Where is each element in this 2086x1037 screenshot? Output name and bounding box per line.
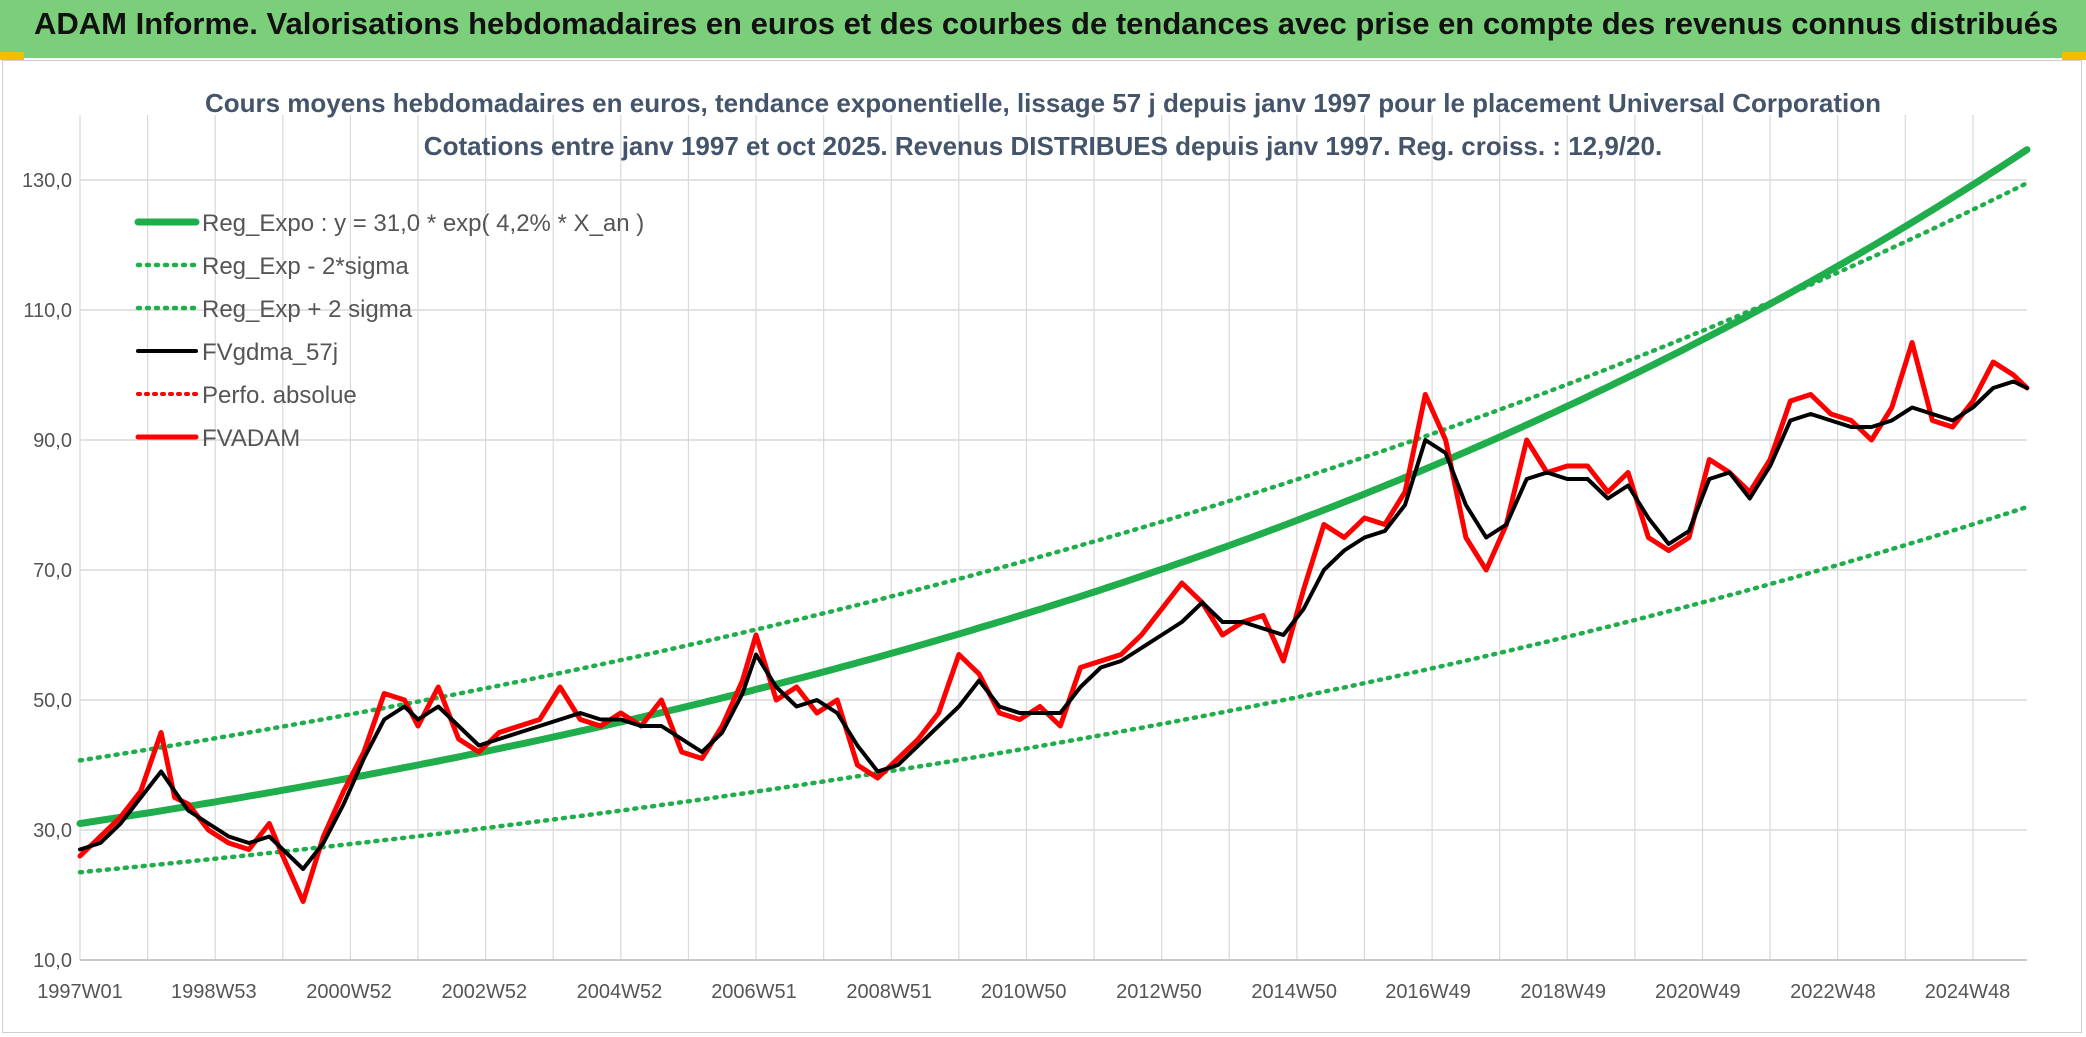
x-tick-label: 2014W50 <box>1251 981 1337 1003</box>
series-line-5 <box>77 340 2030 904</box>
x-tick-label: 2004W52 <box>577 981 663 1003</box>
x-tick-label: 2000W52 <box>306 981 392 1003</box>
x-tick-label: 1997W01 <box>37 981 123 1003</box>
y-tick-label: 90,0 <box>33 430 72 452</box>
x-tick-label: 2006W51 <box>711 981 797 1003</box>
y-tick-label: 130,0 <box>22 170 72 192</box>
series-line-1 <box>77 504 2030 875</box>
y-tick-label: 110,0 <box>23 300 72 322</box>
legend: Reg_Expo : y = 31,0 * exp( 4,2% * X_an )… <box>134 210 644 452</box>
y-tick-label: 70,0 <box>33 560 72 582</box>
x-tick-label: 2012W50 <box>1116 981 1202 1003</box>
legend-label: FVgdma_57j <box>202 339 338 366</box>
legend-label: Reg_Exp - 2*sigma <box>202 253 409 280</box>
chart-subtitle: Cotations entre janv 1997 et oct 2025. R… <box>424 131 1662 161</box>
x-tick-label: 2002W52 <box>441 981 527 1003</box>
series-layer <box>76 146 2031 904</box>
series-line-3 <box>78 379 2029 871</box>
chart-title: Cours moyens hebdomadaires en euros, ten… <box>205 88 1881 118</box>
x-tick-label: 2016W49 <box>1385 981 1471 1003</box>
y-axis-ticks: 10,0 30,0 50,0 70,0 90,0 110,0 130,0 <box>22 170 72 972</box>
y-tick-label: 10,0 <box>33 950 72 972</box>
series-line-0 <box>76 146 2031 827</box>
x-tick-label: 1998W53 <box>171 981 257 1003</box>
corner-mark-right <box>2062 52 2086 60</box>
x-tick-label: 2020W49 <box>1655 981 1741 1003</box>
x-tick-label: 2010W50 <box>981 981 1067 1003</box>
series-line-2 <box>77 180 2030 763</box>
x-tick-label: 2022W48 <box>1790 981 1876 1003</box>
y-tick-label: 50,0 <box>33 690 72 712</box>
legend-label: Reg_Expo : y = 31,0 * exp( 4,2% * X_an ) <box>202 210 644 237</box>
grid <box>79 115 2027 961</box>
legend-label: FVADAM <box>202 425 300 452</box>
x-tick-label: 2008W51 <box>846 981 932 1003</box>
x-tick-label: 2018W49 <box>1520 981 1606 1003</box>
banner-title: ADAM Informe. Valorisations hebdomadaire… <box>34 6 2059 41</box>
y-tick-label: 30,0 <box>33 820 72 842</box>
chart-frame <box>2 60 2082 1033</box>
x-axis-ticks: 1997W01 1998W53 2000W52 2002W52 2004W52 2006W… <box>37 981 2010 1003</box>
corner-mark-left <box>0 52 24 60</box>
legend-label: Perfo. absolue <box>202 382 357 409</box>
title-banner: ADAM Informe. Valorisations hebdomadaire… <box>0 0 2086 58</box>
legend-label: Reg_Exp + 2 sigma <box>202 296 413 323</box>
x-tick-label: 2024W48 <box>1925 981 2011 1003</box>
